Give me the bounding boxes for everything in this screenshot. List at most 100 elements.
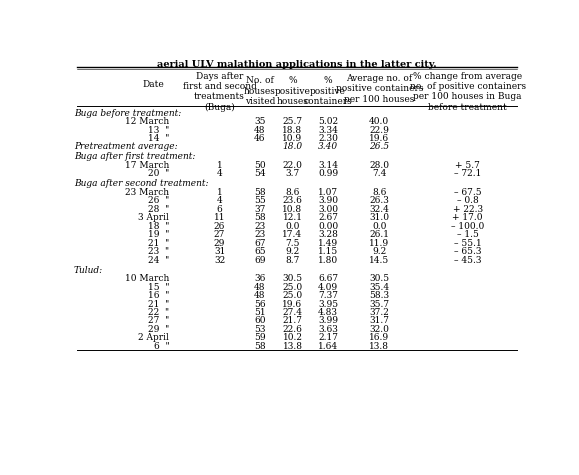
Text: – 45.3: – 45.3 (454, 256, 481, 265)
Text: 23  ": 23 " (148, 247, 169, 256)
Text: 3.40: 3.40 (318, 142, 338, 152)
Text: Buga after second treatment:: Buga after second treatment: (74, 180, 208, 189)
Text: 26.3: 26.3 (369, 196, 389, 205)
Text: 37: 37 (254, 205, 266, 214)
Text: 14.5: 14.5 (369, 256, 390, 265)
Text: 48: 48 (254, 125, 266, 134)
Text: 16.9: 16.9 (369, 333, 389, 342)
Text: Buga after first treatment:: Buga after first treatment: (74, 152, 195, 162)
Text: Days after
first and second
treatments
(Buga): Days after first and second treatments (… (183, 72, 256, 112)
Text: 23 March: 23 March (125, 188, 169, 197)
Text: – 0.8: – 0.8 (457, 196, 478, 205)
Text: 14  ": 14 " (148, 134, 169, 143)
Text: 25.7: 25.7 (283, 117, 303, 126)
Text: 8.6: 8.6 (285, 188, 300, 197)
Text: 46: 46 (254, 134, 266, 143)
Text: 32.0: 32.0 (369, 325, 389, 334)
Text: 3.28: 3.28 (318, 230, 338, 239)
Text: 40.0: 40.0 (369, 117, 389, 126)
Text: 50: 50 (254, 161, 266, 170)
Text: 1.07: 1.07 (318, 188, 338, 197)
Text: 26.1: 26.1 (369, 230, 389, 239)
Text: 10.2: 10.2 (283, 333, 302, 342)
Text: 27  ": 27 " (148, 316, 169, 325)
Text: 1.80: 1.80 (318, 256, 338, 265)
Text: – 65.3: – 65.3 (454, 247, 481, 256)
Text: – 67.5: – 67.5 (454, 188, 481, 197)
Text: 51: 51 (254, 308, 266, 317)
Text: 7.5: 7.5 (285, 239, 300, 248)
Text: 1.49: 1.49 (318, 239, 338, 248)
Text: 19.6: 19.6 (369, 134, 389, 143)
Text: 29: 29 (214, 239, 225, 248)
Text: 19.6: 19.6 (283, 300, 303, 309)
Text: 58: 58 (254, 342, 266, 351)
Text: 28.0: 28.0 (369, 161, 389, 170)
Text: aerial ULV malathion applications in the latter city.: aerial ULV malathion applications in the… (157, 60, 437, 69)
Text: 29  ": 29 " (148, 325, 169, 334)
Text: 2.67: 2.67 (318, 213, 338, 222)
Text: 1.15: 1.15 (318, 247, 338, 256)
Text: 37.2: 37.2 (369, 308, 389, 317)
Text: 31: 31 (214, 247, 225, 256)
Text: 35.7: 35.7 (369, 300, 389, 309)
Text: 59: 59 (254, 333, 266, 342)
Text: 58.3: 58.3 (369, 291, 389, 300)
Text: 10.9: 10.9 (283, 134, 303, 143)
Text: 65: 65 (254, 247, 266, 256)
Text: 2.30: 2.30 (318, 134, 338, 143)
Text: 26: 26 (214, 222, 225, 231)
Text: Tulud:: Tulud: (74, 266, 103, 275)
Text: 18  ": 18 " (148, 222, 169, 231)
Text: – 55.1: – 55.1 (454, 239, 482, 248)
Text: 30.5: 30.5 (283, 274, 303, 283)
Text: 25.0: 25.0 (283, 291, 303, 300)
Text: 32: 32 (214, 256, 225, 265)
Text: + 22.3: + 22.3 (453, 205, 483, 214)
Text: 22.9: 22.9 (369, 125, 389, 134)
Text: 24  ": 24 " (148, 256, 169, 265)
Text: Pretreatment average:: Pretreatment average: (74, 142, 178, 152)
Text: %
positive
containers: % positive containers (304, 76, 353, 106)
Text: 26  ": 26 " (148, 196, 169, 205)
Text: 18.0: 18.0 (283, 142, 303, 152)
Text: 3 April: 3 April (138, 213, 169, 222)
Text: 4.83: 4.83 (318, 308, 338, 317)
Text: 3.14: 3.14 (318, 161, 338, 170)
Text: 7.4: 7.4 (372, 170, 386, 179)
Text: 21  ": 21 " (148, 300, 169, 309)
Text: 6  ": 6 " (153, 342, 169, 351)
Text: 11: 11 (214, 213, 225, 222)
Text: + 17.0: + 17.0 (452, 213, 483, 222)
Text: 3.00: 3.00 (318, 205, 338, 214)
Text: 6.67: 6.67 (318, 274, 338, 283)
Text: 0.99: 0.99 (318, 170, 338, 179)
Text: 23: 23 (254, 222, 266, 231)
Text: 54: 54 (254, 170, 266, 179)
Text: 13.8: 13.8 (283, 342, 302, 351)
Text: 1.64: 1.64 (318, 342, 338, 351)
Text: 8.6: 8.6 (372, 188, 386, 197)
Text: 3.63: 3.63 (318, 325, 338, 334)
Text: 0.0: 0.0 (372, 222, 386, 231)
Text: 0.0: 0.0 (285, 222, 300, 231)
Text: 26.5: 26.5 (369, 142, 389, 152)
Text: – 100.0: – 100.0 (451, 222, 484, 231)
Text: 27: 27 (214, 230, 225, 239)
Text: Buga before treatment:: Buga before treatment: (74, 109, 181, 118)
Text: 35: 35 (254, 117, 266, 126)
Text: Date: Date (143, 80, 164, 89)
Text: 69: 69 (254, 256, 266, 265)
Text: 10 March: 10 March (125, 274, 169, 283)
Text: 17.4: 17.4 (283, 230, 303, 239)
Text: 56: 56 (254, 300, 266, 309)
Text: 11.9: 11.9 (369, 239, 389, 248)
Text: 58: 58 (254, 213, 266, 222)
Text: 10.8: 10.8 (283, 205, 303, 214)
Text: 3.90: 3.90 (318, 196, 338, 205)
Text: Average no. of
positive containers
per 100 houses: Average no. of positive containers per 1… (335, 74, 423, 104)
Text: 1: 1 (217, 188, 222, 197)
Text: 0.00: 0.00 (318, 222, 338, 231)
Text: 25.0: 25.0 (283, 283, 303, 292)
Text: 3.95: 3.95 (318, 300, 338, 309)
